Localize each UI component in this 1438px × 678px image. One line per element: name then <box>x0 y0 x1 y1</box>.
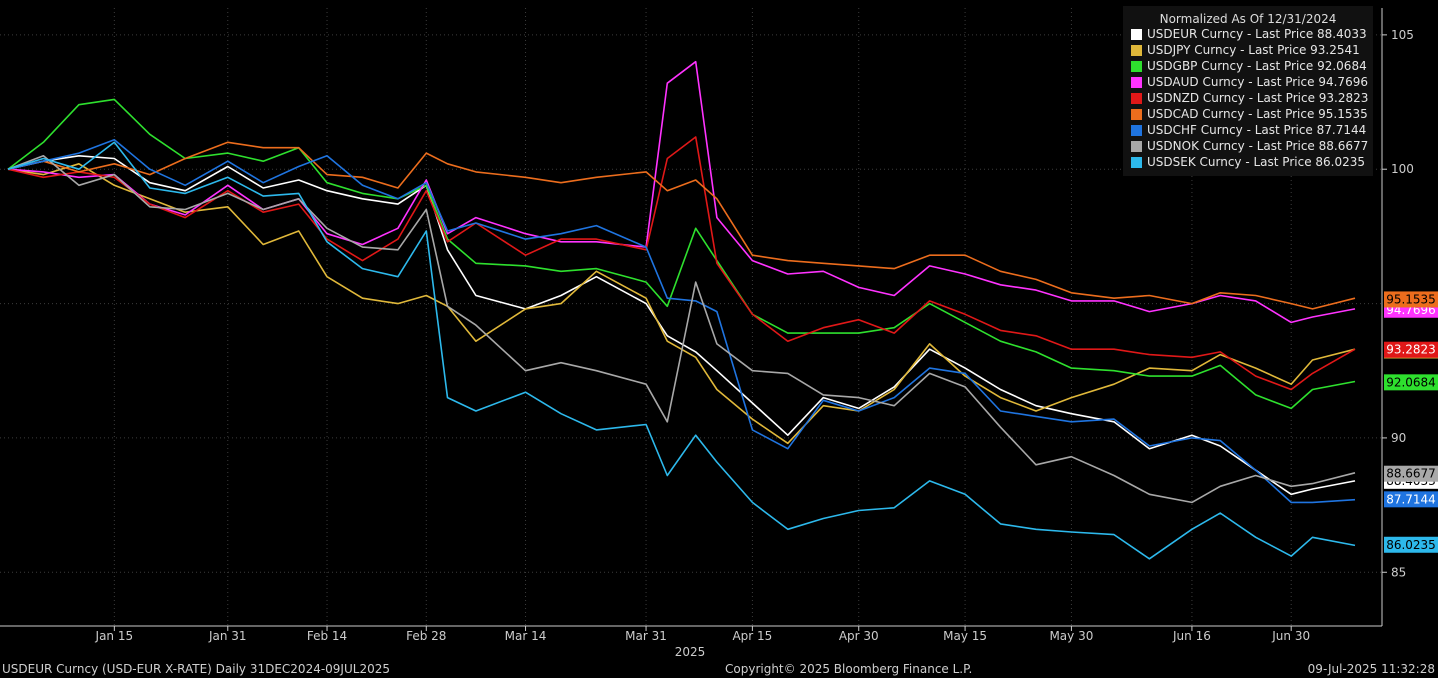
legend-label: USDEUR Curncy - Last Price 88.4033 <box>1147 27 1367 41</box>
price-tag-usdgbp: 92.0684 <box>1384 374 1438 391</box>
x-tick-label: Jan 31 <box>208 629 247 643</box>
series-line-usdaud <box>7 60 1356 324</box>
legend-label: USDCHF Curncy - Last Price 87.7144 <box>1147 123 1367 137</box>
legend-label: USDJPY Curncy - Last Price 93.2541 <box>1147 43 1360 57</box>
legend-swatch <box>1131 140 1142 152</box>
x-tick-label: Feb 28 <box>406 629 446 643</box>
y-tick-label: 85 <box>1391 565 1406 579</box>
legend-swatch <box>1131 60 1142 72</box>
footer-center: Copyright© 2025 Bloomberg Finance L.P. <box>725 662 973 676</box>
legend-entry: USDNZD Curncy - Last Price 93.2823 <box>1123 90 1373 106</box>
svg-text:86.0235: 86.0235 <box>1386 538 1436 552</box>
svg-text:95.1535: 95.1535 <box>1386 292 1436 306</box>
series-line-usdcad <box>7 141 1356 310</box>
footer-left: USDEUR Curncy (USD-EUR X-RATE) Daily 31D… <box>2 662 390 676</box>
series-line-usdgbp <box>7 98 1356 410</box>
svg-text:87.7144: 87.7144 <box>1386 492 1436 506</box>
y-tick-label: 100 <box>1391 162 1414 176</box>
legend-entry: USDGBP Curncy - Last Price 92.0684 <box>1123 58 1373 74</box>
legend-label: USDCAD Curncy - Last Price 95.1535 <box>1147 107 1368 121</box>
x-tick-label: May 15 <box>943 629 987 643</box>
series-line-usdeur <box>7 155 1356 496</box>
x-tick-label: Mar 31 <box>625 629 667 643</box>
price-tag-usdcad: 95.1535 <box>1384 291 1438 308</box>
legend-label: USDGBP Curncy - Last Price 92.0684 <box>1147 59 1367 73</box>
x-tick-label: Apr 30 <box>839 629 879 643</box>
legend-swatch <box>1131 156 1142 168</box>
svg-text:93.2823: 93.2823 <box>1386 343 1436 357</box>
x-axis: Jan 15 Jan 31 Feb 14 Feb 28 Mar 14 Mar 31 Apr … <box>0 625 1382 643</box>
x-axis-title: 2025 <box>675 645 706 659</box>
price-tag-usdnok: 88.6677 <box>1384 465 1438 482</box>
x-tick-label: Jun 16 <box>1172 629 1211 643</box>
x-tick-label: Mar 14 <box>505 629 547 643</box>
legend-entry: USDAUD Curncy - Last Price 94.7696 <box>1123 74 1373 90</box>
price-tag-usdnzd: 93.2823 <box>1384 341 1438 358</box>
svg-text:92.0684: 92.0684 <box>1386 375 1436 389</box>
legend-swatch <box>1131 108 1142 120</box>
series-lines <box>7 60 1356 560</box>
series-line-usdchf <box>7 138 1356 504</box>
price-tag-usdchf: 87.7144 <box>1384 491 1438 508</box>
y-tick-label: 105 <box>1391 28 1414 42</box>
legend-label: USDNZD Curncy - Last Price 93.2823 <box>1147 91 1369 105</box>
legend-swatch <box>1131 76 1142 88</box>
legend-swatch <box>1131 92 1142 104</box>
y-axis: 85 90 100 105 <box>1381 8 1414 626</box>
last-price-tags: 88.403393.254192.068494.769693.282395.15… <box>1384 291 1438 553</box>
legend-swatch <box>1131 124 1142 136</box>
legend-entry: USDCHF Curncy - Last Price 87.7144 <box>1123 122 1373 138</box>
x-tick-label: Apr 15 <box>732 629 772 643</box>
footer-right: 09-Jul-2025 11:32:28 <box>1307 662 1435 676</box>
legend-entry: USDSEK Curncy - Last Price 86.0235 <box>1123 154 1373 170</box>
price-tag-usdsek: 86.0235 <box>1384 536 1438 553</box>
svg-text:88.6677: 88.6677 <box>1386 467 1436 481</box>
legend-swatch <box>1131 44 1142 56</box>
legend-entry: USDNOK Curncy - Last Price 88.6677 <box>1123 138 1373 154</box>
series-line-usdsek <box>7 141 1356 560</box>
legend-label: USDAUD Curncy - Last Price 94.7696 <box>1147 75 1368 89</box>
legend-rows: USDEUR Curncy - Last Price 88.4033 USDJPY… <box>1123 26 1373 170</box>
legend-label: USDSEK Curncy - Last Price 86.0235 <box>1147 155 1366 169</box>
x-tick-label: Feb 14 <box>307 629 347 643</box>
legend: Normalized As Of 12/31/2024 USDEUR Curnc… <box>1123 6 1373 176</box>
y-tick-label: 90 <box>1391 431 1406 445</box>
series-line-usdnok <box>7 155 1356 504</box>
grid-lines <box>0 8 1382 626</box>
legend-label: USDNOK Curncy - Last Price 88.6677 <box>1147 139 1369 153</box>
x-tick-label: Jan 15 <box>95 629 134 643</box>
legend-entry: USDEUR Curncy - Last Price 88.4033 <box>1123 26 1373 42</box>
legend-entry: USDCAD Curncy - Last Price 95.1535 <box>1123 106 1373 122</box>
x-tick-label: Jun 30 <box>1271 629 1310 643</box>
x-tick-label: May 30 <box>1049 629 1093 643</box>
legend-swatch <box>1131 28 1142 40</box>
legend-entry: USDJPY Curncy - Last Price 93.2541 <box>1123 42 1373 58</box>
legend-title: Normalized As Of 12/31/2024 <box>1159 12 1337 26</box>
